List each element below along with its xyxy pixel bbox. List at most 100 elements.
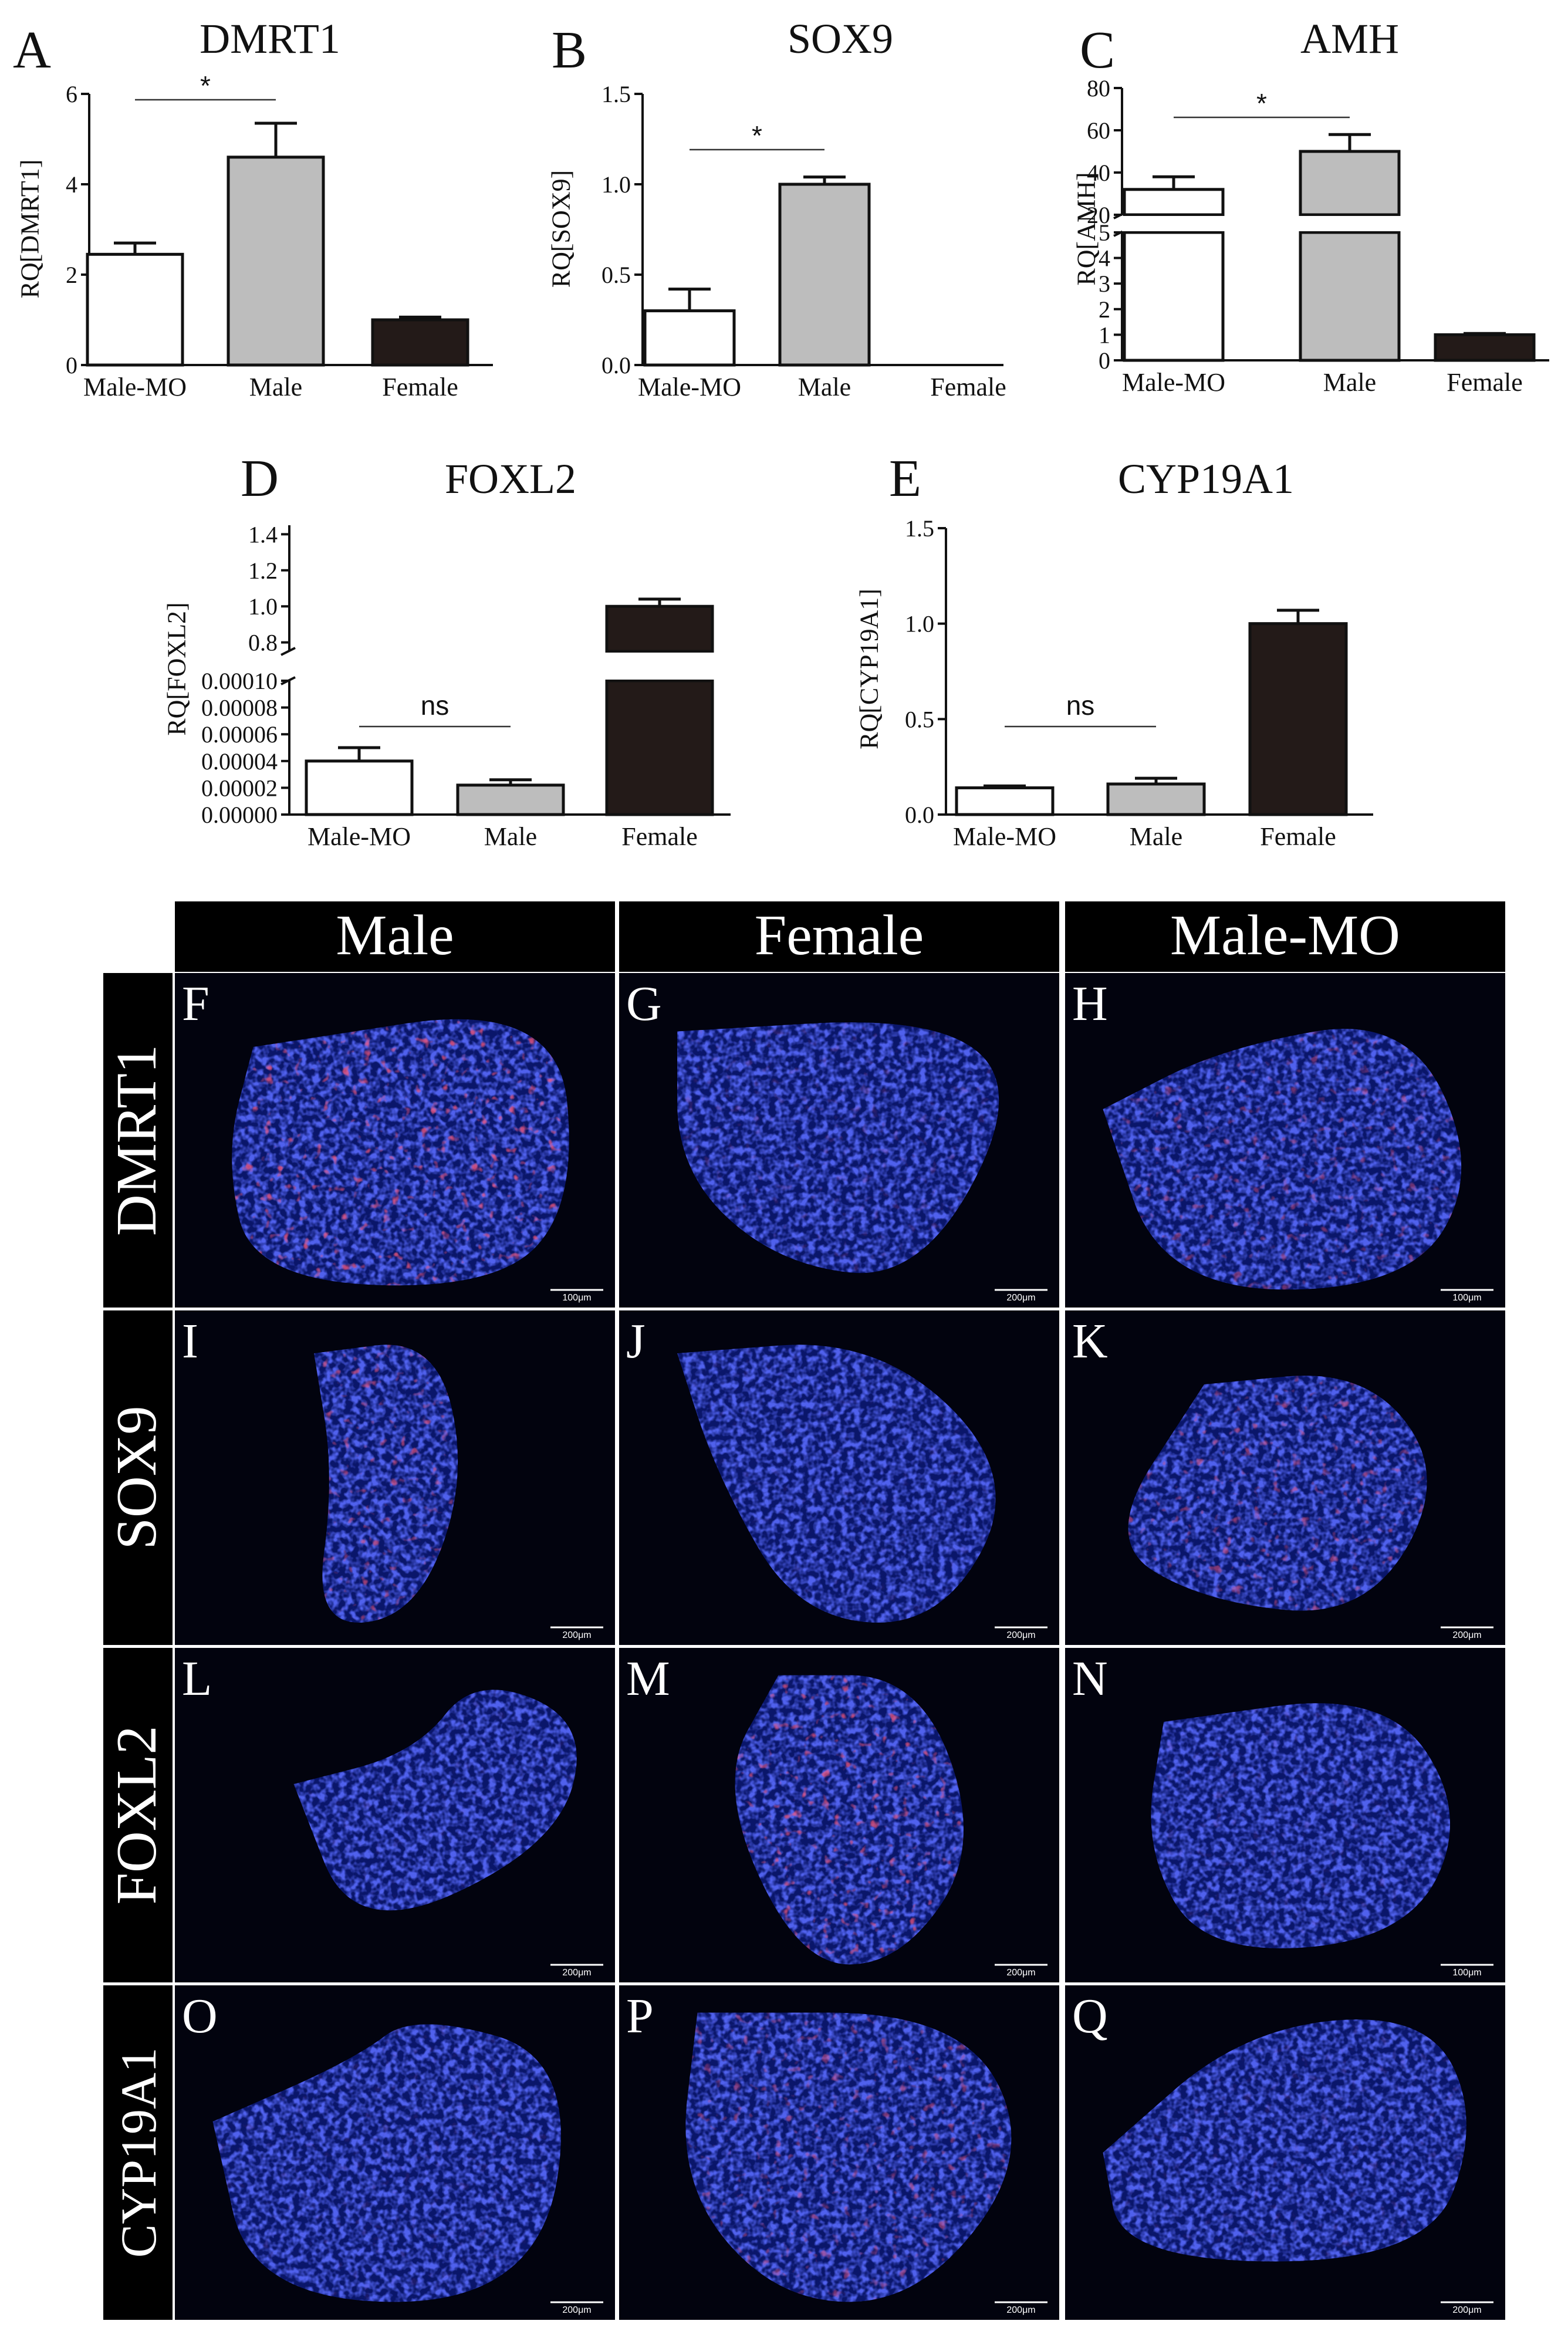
axis-break-mark [281, 676, 296, 685]
bar-break-gap [1298, 216, 1401, 231]
y-tick-label: 0.00002 [201, 775, 278, 801]
row-header: FOXL2 [105, 1726, 168, 1905]
chart-title: DMRT1 [200, 15, 340, 62]
scale-bar-label: 200μm [1006, 1630, 1035, 1640]
y-tick-label: 2 [1099, 296, 1110, 323]
x-tick-label: Male [1323, 368, 1376, 397]
significance-label: ns [1066, 690, 1095, 721]
panel-letter: A [13, 21, 51, 79]
row-header-bg [103, 973, 173, 1308]
column-header: Male-MO [1170, 904, 1400, 967]
x-tick-label: Male [798, 373, 851, 401]
y-tick-label: 1.4 [248, 521, 278, 548]
y-axis-label: RQ[AMH] [1072, 172, 1100, 285]
bar [1106, 782, 1206, 816]
y-tick-label: 1.0 [601, 171, 631, 198]
y-axis-label: RQ[CYP19A1] [854, 589, 883, 749]
micrograph-panel-j: J 200μm [619, 1310, 1059, 1645]
row-header: CYP19A1 [110, 2048, 167, 2258]
panel-letter: H [1072, 977, 1108, 1031]
row-header-bg [103, 1985, 173, 2320]
significance-label: * [1256, 88, 1267, 119]
x-tick-label: Female [930, 373, 1006, 401]
bar [955, 786, 1055, 816]
bar [1299, 150, 1401, 217]
y-tick-label: 1.2 [248, 558, 278, 584]
y-tick-label: 5 [1099, 219, 1110, 246]
y-tick-label: 0.8 [248, 630, 278, 656]
panel-letter: D [241, 450, 279, 508]
chart-title: SOX9 [788, 15, 893, 62]
x-tick-label: Female [1260, 822, 1336, 851]
column-header: Male [336, 904, 454, 967]
red-signal [232, 1019, 569, 1286]
y-tick-label: 0.0 [601, 352, 631, 379]
scale-bar-label: 200μm [562, 2305, 591, 2315]
panel-letter: L [182, 1651, 212, 1706]
y-tick-label: 1.0 [248, 593, 278, 620]
scale-bar-label: 200μm [1452, 1630, 1481, 1640]
scale-bar-label: 200μm [562, 1968, 591, 1978]
significance-label: * [200, 70, 211, 101]
panel-letter: F [182, 977, 209, 1031]
column-header-bg [619, 901, 1059, 972]
scale-bar-label: 100μm [1452, 1968, 1481, 1978]
micrograph-panel-l: L 200μm [175, 1648, 615, 1982]
bar [1123, 188, 1225, 217]
x-tick-label: Male-MO [1122, 368, 1225, 397]
row-header: SOX9 [105, 1406, 168, 1549]
micrograph-panel-p: P 200μm [619, 1985, 1059, 2320]
panel-letter: K [1072, 1314, 1108, 1369]
panel-letter: J [626, 1314, 646, 1369]
bar [1248, 622, 1348, 816]
y-tick-label: 0.00000 [201, 802, 278, 828]
scale-bar-label: 100μm [1452, 1293, 1481, 1303]
bar [605, 604, 714, 653]
panel-letter: N [1072, 1651, 1108, 1706]
micrograph-grid: Male Female Male-MO DMRT1 F 100μm G 200μm H 100μm… [103, 901, 1505, 2320]
row-header-bg [103, 1310, 173, 1645]
chart-title: FOXL2 [445, 455, 576, 502]
scale-bar-label: 200μm [1006, 1968, 1035, 1978]
chart-d: D FOXL2RQ[FOXL2]0.000000.000020.000040.00… [162, 450, 731, 851]
bar [643, 309, 736, 367]
significance-label: ns [421, 690, 450, 721]
bar [605, 679, 714, 816]
panel-letter: B [552, 21, 587, 79]
x-tick-label: Male [484, 822, 537, 851]
y-tick-label: 4 [1099, 245, 1110, 272]
bar [456, 783, 565, 816]
y-tick-label: 1.5 [905, 515, 934, 542]
panel-letter: E [889, 450, 921, 508]
micrograph-panel-h: H 100μm [1065, 973, 1505, 1308]
x-tick-label: Male [249, 373, 302, 401]
y-tick-label: 0.00010 [201, 668, 278, 694]
panel-letter: O [182, 1989, 218, 2043]
y-axis-label: RQ[DMRT1] [15, 160, 44, 299]
micrograph-panel-n: N 100μm [1065, 1648, 1505, 1982]
scale-bar-label: 200μm [1006, 1293, 1035, 1303]
panel-letter: C [1080, 21, 1115, 79]
x-tick-label: Male [1130, 822, 1182, 851]
scale-bar-label: 100μm [562, 1293, 591, 1303]
y-tick-label: 60 [1087, 117, 1110, 144]
bar-break-gap [604, 653, 715, 680]
y-tick-label: 0.00008 [201, 695, 278, 721]
y-axis-label: RQ[FOXL2] [162, 602, 191, 735]
x-tick-label: Male-MO [638, 373, 741, 401]
y-tick-label: 1.0 [905, 611, 934, 637]
chart-e: E CYP19A1 RQ[CYP19A1] 0.0 0.5 1.0 1.5 Male-MO Ma… [854, 450, 1373, 851]
y-tick-label: 0.5 [601, 262, 631, 288]
y-tick-label: 0 [66, 352, 77, 379]
y-tick-label: 0.00004 [201, 748, 278, 775]
panel-letter: M [626, 1651, 670, 1706]
row-header-bg [103, 1648, 173, 1982]
x-tick-label: Male-MO [307, 822, 411, 851]
y-tick-label: 0.00006 [201, 721, 278, 748]
y-tick-label: 4 [66, 171, 77, 198]
micrograph-panel-i: I 200μm [175, 1310, 615, 1645]
panel-letter: P [626, 1989, 654, 2043]
y-tick-label: 40 [1087, 160, 1110, 186]
